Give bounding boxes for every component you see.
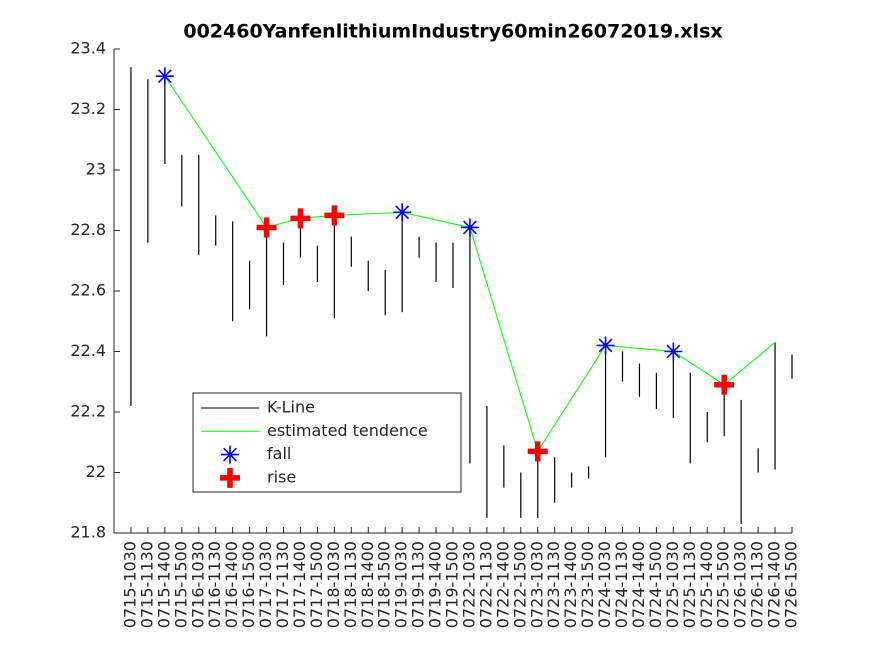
x-tick-label: 0717-1400 xyxy=(290,541,309,628)
x-tick-label: 0726-1030 xyxy=(731,541,750,628)
y-tick-label: 22.2 xyxy=(70,402,106,421)
fall-marker xyxy=(393,203,412,222)
marker-shape xyxy=(221,445,239,464)
marker-shape xyxy=(664,342,683,361)
x-tick-label: 0725-1030 xyxy=(663,541,682,628)
x-tick-label: 0723-1500 xyxy=(578,541,597,628)
x-tick-label: 0718-1030 xyxy=(324,541,343,628)
x-tick-label: 0725-1400 xyxy=(697,541,716,628)
chart-title: 002460YanfenlithiumIndustry60min26072019… xyxy=(183,21,722,43)
marker-shape xyxy=(714,374,735,395)
y-tick-label: 23 xyxy=(86,160,106,179)
x-tick-label: 0722-1500 xyxy=(510,541,529,628)
x-tick-label: 0719-1130 xyxy=(409,541,428,628)
x-tick-label: 0725-1130 xyxy=(680,541,699,628)
x-tick-label: 0726-1500 xyxy=(782,541,801,628)
x-tick-label: 0715-1130 xyxy=(137,541,156,628)
rise-marker xyxy=(714,374,735,395)
x-tick-label: 0717-1500 xyxy=(307,541,326,628)
x-tick-label: 0719-1500 xyxy=(443,541,462,628)
fall-marker xyxy=(664,342,683,361)
x-tick-label: 0726-1130 xyxy=(748,541,767,628)
x-tick-label: 0722-1400 xyxy=(493,541,512,628)
x-tick-label: 0726-1400 xyxy=(765,541,784,628)
x-tick-label: 0717-1130 xyxy=(273,541,292,628)
x-tick-label: 0718-1130 xyxy=(341,541,360,628)
x-tick-label: 0716-1030 xyxy=(188,541,207,628)
rise-marker xyxy=(256,217,277,238)
x-tick-label: 0718-1400 xyxy=(358,541,377,628)
x-tick-label: 0715-1500 xyxy=(171,541,190,628)
y-tick-label: 21.8 xyxy=(70,523,106,542)
legend-label: K-Line xyxy=(267,398,315,417)
x-tick-label: 0718-1500 xyxy=(375,541,394,628)
marker-shape xyxy=(527,441,548,462)
y-tick-label: 22.6 xyxy=(70,281,106,300)
y-tick-label: 23.2 xyxy=(70,99,106,118)
legend: K-Line estimated tendence fall rise xyxy=(192,392,462,493)
rise-marker xyxy=(527,441,548,462)
marker-shape xyxy=(324,205,345,226)
x-tick-label: 0719-1400 xyxy=(426,541,445,628)
x-tick-label: 0717-1030 xyxy=(256,541,275,628)
x-tick-label: 0725-1500 xyxy=(714,541,733,628)
x-tick-label: 0724-1400 xyxy=(629,541,648,628)
marker-shape xyxy=(393,203,412,222)
x-tick-label: 0724-1030 xyxy=(595,541,614,628)
legend-label: rise xyxy=(267,467,296,486)
fall-marker xyxy=(221,445,239,464)
x-tick-label: 0716-1130 xyxy=(205,541,224,628)
x-tick-label: 0715-1030 xyxy=(120,541,139,628)
x-tick-label: 0716-1500 xyxy=(239,541,258,628)
marker-shape xyxy=(256,217,277,238)
fall-marker xyxy=(155,67,174,86)
x-tick-label: 0724-1130 xyxy=(612,541,631,628)
rise-marker xyxy=(324,205,345,226)
y-tick-label: 22.4 xyxy=(70,341,106,360)
fall-marker xyxy=(460,218,479,237)
y-tick-label: 23.4 xyxy=(70,39,106,58)
marker-shape xyxy=(155,67,174,86)
fall-marker xyxy=(596,336,615,355)
x-tick-label: 0723-1400 xyxy=(561,541,580,628)
x-tick-label: 0723-1130 xyxy=(544,541,563,628)
y-tick-label: 22.8 xyxy=(70,220,106,239)
x-tick-label: 0722-1030 xyxy=(459,541,478,628)
x-tick-label: 0719-1030 xyxy=(392,541,411,628)
marker-shape xyxy=(290,208,311,229)
marker-shape xyxy=(220,467,240,488)
x-tick-label: 0724-1500 xyxy=(646,541,665,628)
x-tick-label: 0722-1130 xyxy=(476,541,495,628)
x-tick-label: 0715-1400 xyxy=(154,541,173,628)
rise-marker xyxy=(290,208,311,229)
x-tick-label: 0716-1400 xyxy=(222,541,241,628)
y-tick-label: 22 xyxy=(86,462,106,481)
rise-marker xyxy=(220,467,240,488)
marker-shape xyxy=(460,218,479,237)
marker-shape xyxy=(596,336,615,355)
legend-label: fall xyxy=(267,444,291,463)
x-tick-label: 0723-1030 xyxy=(527,541,546,628)
legend-label: estimated tendence xyxy=(267,421,428,440)
